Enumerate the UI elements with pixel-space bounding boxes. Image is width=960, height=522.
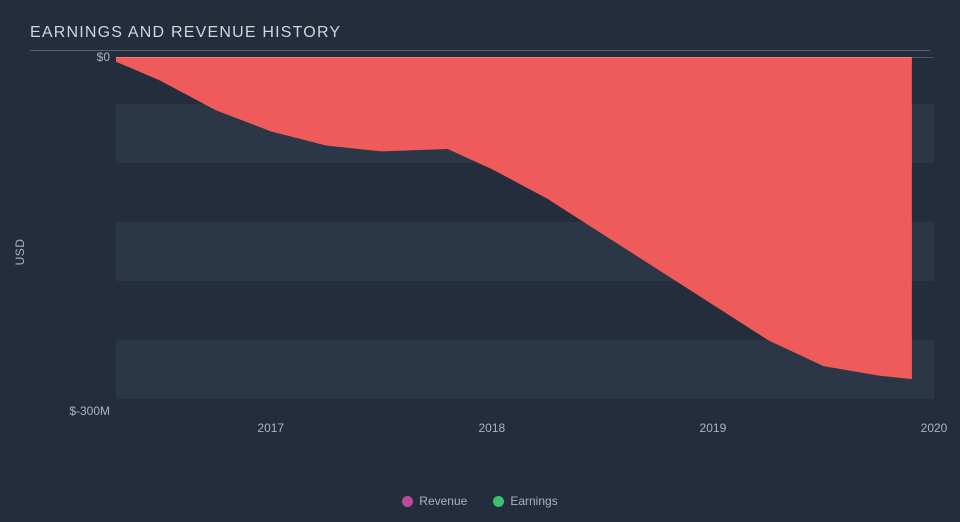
x-tick-label: 2020 (921, 421, 948, 435)
plot-area (116, 57, 934, 411)
legend-label: Revenue (419, 494, 467, 508)
legend-item-earnings: Earnings (493, 494, 557, 508)
legend-item-revenue: Revenue (402, 494, 467, 508)
chart-container: EARNINGS AND REVENUE HISTORY USD $0 $-300… (0, 0, 960, 522)
x-tick-label: 2018 (478, 421, 505, 435)
legend: Revenue Earnings (0, 494, 960, 508)
x-tick-label: 2017 (257, 421, 284, 435)
earnings-area (116, 57, 912, 379)
y-tick-label: $-300M (50, 404, 110, 418)
x-tick-label: 2019 (700, 421, 727, 435)
legend-label: Earnings (510, 494, 557, 508)
area-chart-svg (116, 57, 934, 411)
legend-swatch-revenue (402, 496, 413, 507)
y-axis-label: USD (13, 239, 27, 266)
title-underline (30, 50, 930, 51)
chart-title: EARNINGS AND REVENUE HISTORY (30, 24, 930, 42)
chart-area: USD $0$-300M 2017201820192020 (30, 57, 930, 447)
y-tick-label: $0 (50, 50, 110, 64)
legend-swatch-earnings (493, 496, 504, 507)
